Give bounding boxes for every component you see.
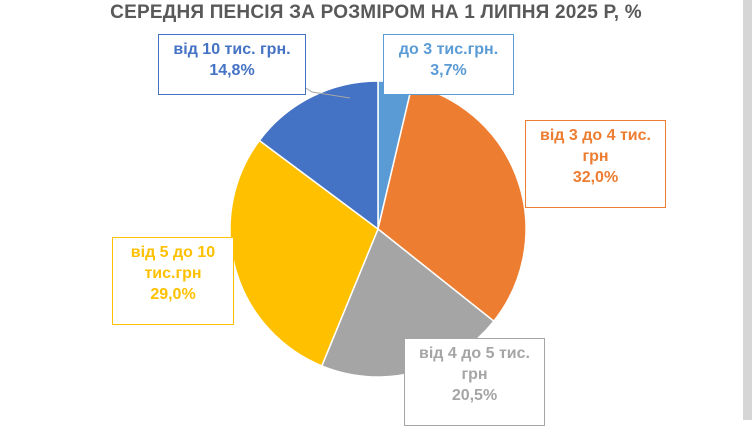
pie-slice-1 (377, 84, 527, 323)
slice-3-label-line-1: тис.грн (144, 265, 202, 282)
chart-title: СЕРЕДНЯ ПЕНСІЯ ЗА РОЗМІРОМ НА 1 ЛИПНЯ 20… (110, 2, 642, 23)
chart-frame-edge (743, 0, 752, 420)
slice-0-value-label: 3,7% (430, 62, 467, 79)
data-label-slice-3: від 5 до 10 тис.грн 29,0% (112, 237, 234, 325)
data-label-slice-1: від 3 до 4 тис. грн 32,0% (525, 120, 666, 208)
data-label-slice-2: від 4 до 5 тис. грн 20,5% (404, 338, 545, 426)
leader-line-slice-4 (305, 87, 351, 99)
data-label-slice-0: до 3 тис.грн. 3,7% (383, 34, 514, 95)
pie-slice-3 (229, 139, 379, 367)
slice-2-label-line-0: від 4 до 5 тис. (419, 345, 530, 362)
pie-slice-4 (258, 80, 379, 231)
slice-1-label-line-1: грн (582, 148, 609, 165)
slice-4-label-line-0: від 10 тис. грн. (173, 41, 291, 58)
slice-3-value-label: 29,0% (150, 286, 196, 303)
data-label-slice-4: від 10 тис. грн. 14,8% (158, 34, 306, 95)
slice-1-value-label: 32,0% (572, 169, 619, 186)
slice-4-value-label: 14,8% (209, 62, 255, 79)
slice-0-label-line-0: до 3 тис.грн. (398, 41, 499, 58)
slice-1-label-line-0: від 3 до 4 тис. (540, 127, 651, 144)
slice-2-value-label: 20,5% (451, 387, 498, 404)
slice-2-label-line-1: грн (461, 366, 488, 383)
slice-3-label-line-0: від 5 до 10 (130, 244, 216, 261)
